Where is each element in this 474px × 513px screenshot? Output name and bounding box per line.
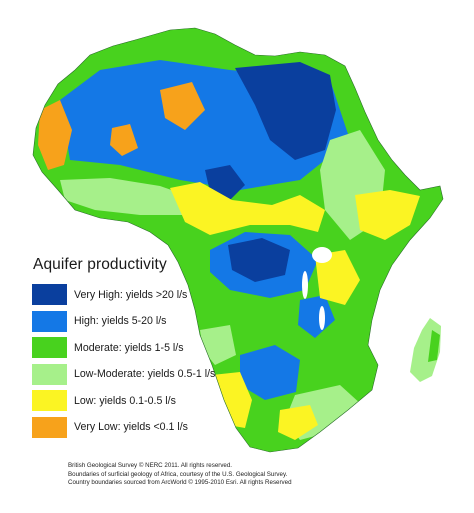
legend-item-low-moderate: Low-Moderate: yields 0.5-1 l/s xyxy=(32,363,242,386)
zone-very-low-mauritania xyxy=(38,100,72,170)
legend-item-very-low: Very Low: yields <0.1 l/s xyxy=(32,416,242,439)
zone-very-low-mali xyxy=(110,124,138,156)
legend: Aquifer productivity Very High: yields >… xyxy=(32,256,242,443)
legend-swatch xyxy=(32,416,67,438)
zone-low-horn xyxy=(355,190,420,240)
zone-high-south xyxy=(240,345,300,400)
zone-very-high-congo xyxy=(228,238,290,282)
lake-victoria xyxy=(312,247,332,263)
legend-swatch xyxy=(32,337,67,359)
zone-very-low-algeria xyxy=(160,82,205,130)
zone-low-east xyxy=(315,250,360,305)
legend-label: Low-Moderate: yields 0.5-1 l/s xyxy=(74,368,216,381)
zone-low-moderate-sahel xyxy=(60,178,200,215)
legend-label: Moderate: yields 1-5 l/s xyxy=(74,341,184,354)
productivity-zones xyxy=(38,60,420,440)
lake-tanganyika xyxy=(302,271,308,299)
zone-low-southwest xyxy=(212,372,252,428)
legend-item-high: High: yields 5-20 l/s xyxy=(32,310,242,333)
lake-malawi xyxy=(319,306,325,330)
legend-swatch xyxy=(32,390,67,412)
legend-label: Low: yields 0.1-0.5 l/s xyxy=(74,394,176,407)
zone-low-sudan xyxy=(170,182,325,235)
legend-label: Very High: yields >20 l/s xyxy=(74,288,188,301)
credit-line: Boundaries of surficial geology of Afric… xyxy=(68,470,288,478)
legend-swatch xyxy=(32,363,67,385)
legend-item-very-high: Very High: yields >20 l/s xyxy=(32,283,242,306)
zone-high-east xyxy=(298,295,335,338)
madagascar-east-coast xyxy=(428,330,440,362)
legend-swatch xyxy=(32,310,67,332)
zone-low-southeast xyxy=(278,405,318,440)
zone-very-high-libya xyxy=(235,62,336,160)
credit-line: British Geological Survey © NERC 2011. A… xyxy=(68,462,233,469)
legend-label: High: yields 5-20 l/s xyxy=(74,315,167,328)
legend-swatch xyxy=(32,284,67,305)
credits: British Geological Survey © NERC 2011. A… xyxy=(68,462,428,488)
legend-title: Aquifer productivity xyxy=(33,256,167,273)
legend-item-moderate: Moderate: yields 1-5 l/s xyxy=(32,336,242,359)
legend-item-low: Low: yields 0.1-0.5 l/s xyxy=(32,389,242,412)
credit-line: Country boundaries sourced from ArcWorld… xyxy=(68,479,292,487)
zone-low-moderate-angola xyxy=(200,325,236,365)
legend-label: Very Low: yields <0.1 l/s xyxy=(74,421,188,434)
